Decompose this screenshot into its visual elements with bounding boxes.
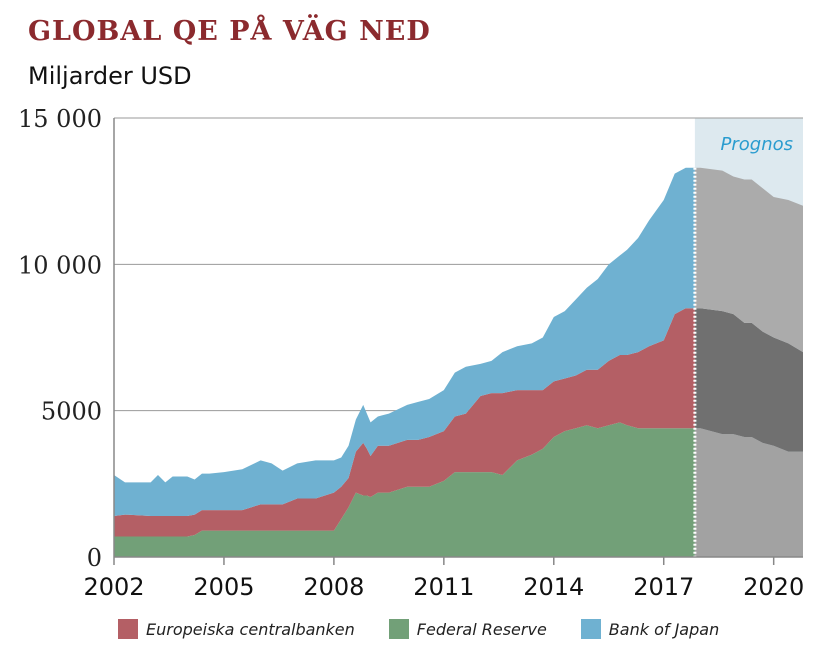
y-tick-label: 10 000 (18, 251, 102, 279)
y-tick-label: 0 (87, 544, 102, 572)
chart-title: GLOBAL QE PÅ VÄG NED (28, 16, 431, 47)
x-tick-label: 2014 (523, 573, 584, 601)
forecast-area-0 (694, 428, 803, 557)
y-tick-label: 5000 (41, 398, 102, 426)
x-tick-label: 2011 (413, 573, 474, 601)
x-tick-label: 2020 (743, 573, 804, 601)
legend-label-boj: Bank of Japan (608, 619, 720, 639)
forecast-label: Prognos (721, 134, 794, 155)
y-tick-label: 15 000 (18, 105, 102, 133)
series-area-1 (114, 308, 695, 537)
legend-swatch-boj (580, 619, 601, 639)
series-area-2 (114, 167, 695, 517)
x-tick-label: 2017 (633, 573, 694, 601)
legend-item-fed: Federal Reserve (388, 619, 547, 639)
legend-item-boj: Bank of Japan (580, 619, 720, 639)
x-tick-label: 2002 (83, 573, 144, 601)
chart-legend: Europeiska centralbanken Federal Reserve… (118, 618, 753, 640)
legend-item-ecb: Europeiska centralbanken (118, 619, 355, 639)
x-tick-label: 2005 (193, 573, 254, 601)
legend-label-fed: Federal Reserve (416, 619, 547, 639)
legend-swatch-fed (388, 619, 409, 639)
legend-label-ecb: Europeiska centralbanken (146, 619, 355, 639)
chart-subtitle: Miljarder USD (28, 62, 192, 90)
legend-swatch-ecb (118, 619, 138, 639)
forecast-area-2 (694, 167, 803, 353)
x-tick-label: 2008 (303, 573, 364, 601)
series-area-0 (114, 422, 695, 557)
forecast-area-1 (694, 308, 803, 452)
